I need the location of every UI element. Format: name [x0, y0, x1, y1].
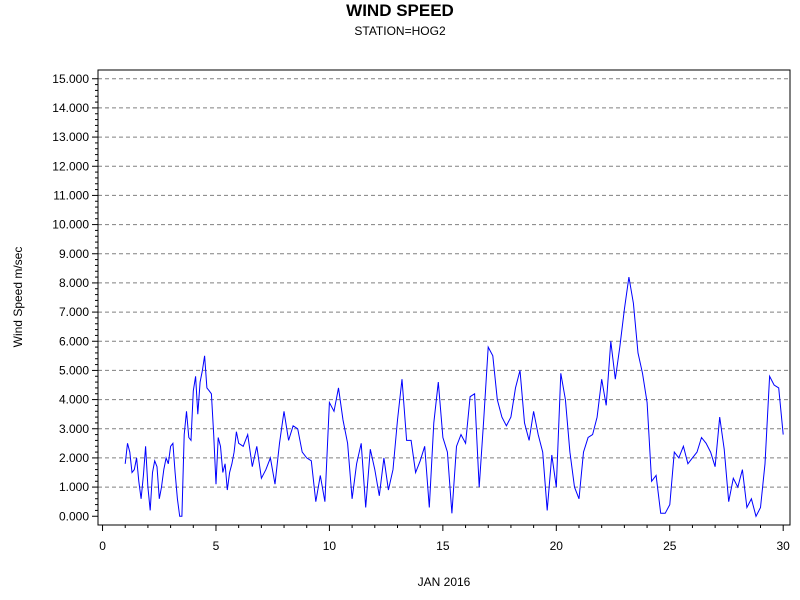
series-line	[124, 277, 784, 518]
x-tick-label: 5	[213, 539, 220, 553]
y-tick-label: 9.000	[59, 247, 89, 261]
y-tick-label: 6.000	[59, 334, 89, 348]
y-tick-label: 5.000	[59, 363, 89, 377]
y-tick-label: 7.000	[59, 305, 89, 319]
x-tick-label: 15	[436, 539, 450, 553]
y-tick-label: 13.000	[52, 130, 89, 144]
y-tick-label: 12.000	[52, 159, 89, 173]
chart-subtitle: STATION=HOG2	[354, 24, 446, 38]
y-axis: 0.000 1.000 2.000 3.000 4.000 5.000 6.000 7.000…	[52, 72, 98, 523]
y-tick-label: 3.000	[59, 422, 89, 436]
x-tick-label: 25	[663, 539, 677, 553]
chart-title: WIND SPEED	[346, 1, 454, 20]
y-axis-label: Wind Speed m/sec	[11, 247, 25, 348]
y-tick-label: 10.000	[52, 218, 89, 232]
y-tick-label: 14.000	[52, 101, 89, 115]
plot-border	[97, 69, 791, 526]
series-group	[124, 277, 784, 518]
x-tick-label: 20	[550, 539, 564, 553]
x-axis-label: JAN 2016	[418, 575, 471, 589]
x-tick-label: 10	[323, 539, 337, 553]
y-tick-label: 4.000	[59, 393, 89, 407]
grid-lines	[98, 78, 790, 488]
x-tick-label: 30	[777, 539, 791, 553]
x-axis: 0 5 10 15 20 25 30	[99, 525, 790, 553]
y-tick-label: 8.000	[59, 276, 89, 290]
x-tick-label: 0	[99, 539, 106, 553]
y-tick-label: 0.000	[59, 509, 89, 523]
plot-frame	[97, 69, 791, 526]
y-tick-label: 15.000	[52, 72, 89, 86]
y-tick-label: 2.000	[59, 451, 89, 465]
y-tick-label: 1.000	[59, 480, 89, 494]
y-tick-label: 11.000	[53, 188, 89, 202]
